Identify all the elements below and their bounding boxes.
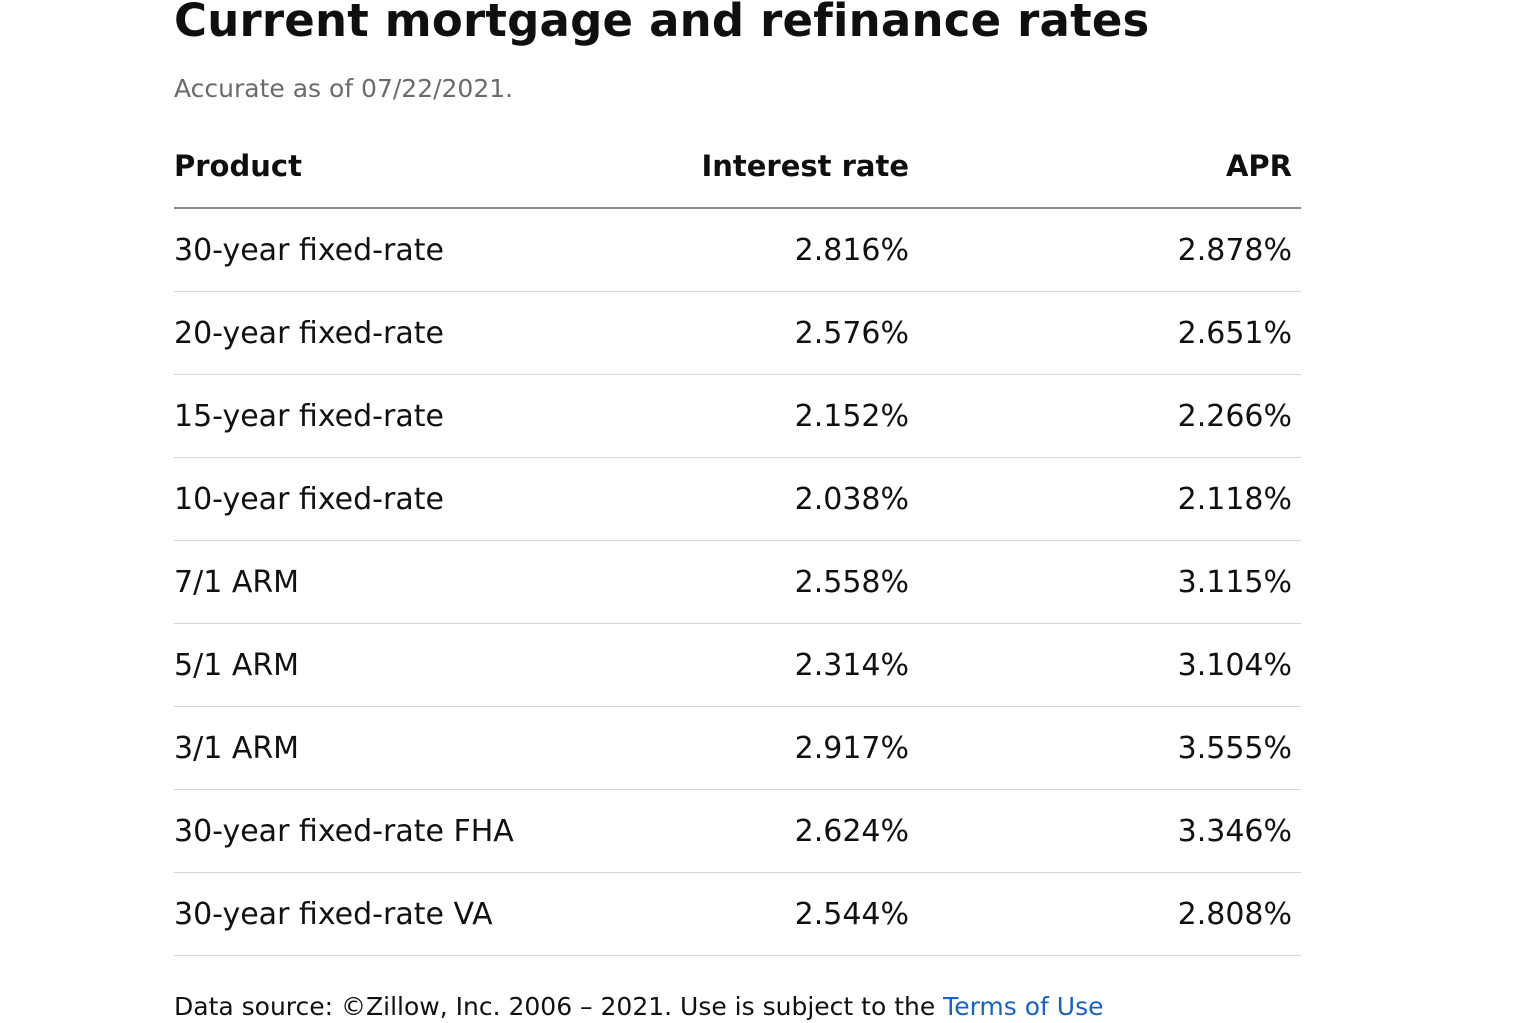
product-cell: 30-year fixed-rate	[174, 208, 624, 292]
interest-rate-cell: 2.576%	[624, 291, 909, 375]
product-cell: 30-year fixed-rate VA	[174, 872, 624, 956]
interest-rate-cell: 2.917%	[624, 706, 909, 790]
interest-rate-cell: 2.152%	[624, 374, 909, 458]
interest-rate-cell: 2.816%	[624, 208, 909, 292]
product-cell: 3/1 ARM	[174, 706, 624, 790]
apr-cell: 2.878%	[909, 208, 1301, 292]
column-header-apr: APR	[909, 125, 1301, 209]
interest-rate-cell: 2.544%	[624, 872, 909, 956]
interest-rate-cell: 2.314%	[624, 623, 909, 707]
product-cell: 7/1 ARM	[174, 540, 624, 624]
interest-rate-cell: 2.624%	[624, 789, 909, 873]
rates-table: Product Interest rate APR 30-year fixed-…	[174, 125, 1301, 956]
table-row: 5/1 ARM 2.314% 3.104%	[174, 623, 1301, 707]
apr-cell: 2.651%	[909, 291, 1301, 375]
terms-of-use-link[interactable]: Terms of Use	[943, 992, 1104, 1021]
apr-cell: 2.808%	[909, 872, 1301, 956]
apr-cell: 3.104%	[909, 623, 1301, 707]
product-cell: 10-year fixed-rate	[174, 457, 624, 541]
apr-cell: 2.266%	[909, 374, 1301, 458]
table-row: 3/1 ARM 2.917% 3.555%	[174, 706, 1301, 790]
table-row: 30-year fixed-rate 2.816% 2.878%	[174, 208, 1301, 292]
page-title: Current mortgage and refinance rates	[174, 0, 1150, 47]
data-source-text: Data source: ©Zillow, Inc. 2006 – 2021. …	[174, 992, 944, 1021]
product-cell: 5/1 ARM	[174, 623, 624, 707]
column-header-product: Product	[174, 125, 624, 209]
interest-rate-cell: 2.038%	[624, 457, 909, 541]
table-row: 7/1 ARM 2.558% 3.115%	[174, 540, 1301, 624]
table-row: 10-year fixed-rate 2.038% 2.118%	[174, 457, 1301, 541]
column-header-interest-rate: Interest rate	[624, 125, 909, 209]
table-row: 30-year fixed-rate FHA 2.624% 3.346%	[174, 789, 1301, 873]
accuracy-date: Accurate as of 07/22/2021.	[174, 74, 514, 103]
apr-cell: 3.115%	[909, 540, 1301, 624]
table-row: 15-year fixed-rate 2.152% 2.266%	[174, 374, 1301, 458]
product-cell: 20-year fixed-rate	[174, 291, 624, 375]
data-source-note: Data source: ©Zillow, Inc. 2006 – 2021. …	[174, 992, 1104, 1021]
apr-cell: 2.118%	[909, 457, 1301, 541]
apr-cell: 3.346%	[909, 789, 1301, 873]
product-cell: 15-year fixed-rate	[174, 374, 624, 458]
interest-rate-cell: 2.558%	[624, 540, 909, 624]
table-header-row: Product Interest rate APR	[174, 125, 1301, 209]
table-row: 30-year fixed-rate VA 2.544% 2.808%	[174, 872, 1301, 956]
product-cell: 30-year fixed-rate FHA	[174, 789, 624, 873]
table-row: 20-year fixed-rate 2.576% 2.651%	[174, 291, 1301, 375]
apr-cell: 3.555%	[909, 706, 1301, 790]
